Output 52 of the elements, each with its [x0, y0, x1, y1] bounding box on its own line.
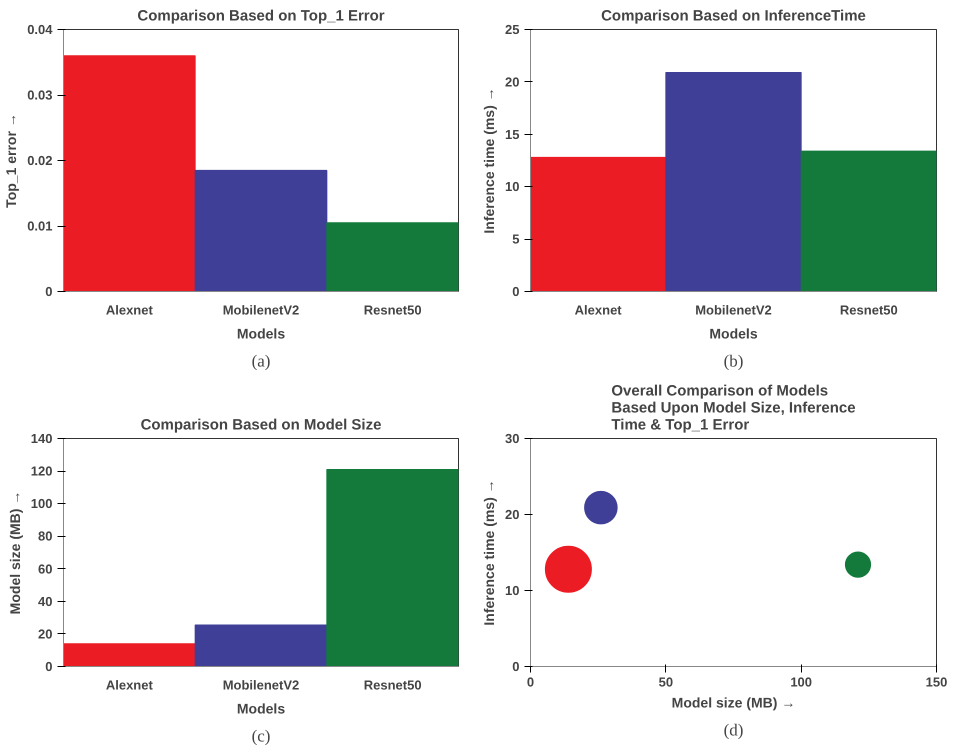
x-tick-label: Alexnet — [106, 302, 154, 318]
x-tick-label: 50 — [658, 674, 674, 690]
x-axis-title: Models — [709, 326, 758, 342]
x-tick-label: Resnet50 — [364, 678, 422, 692]
y-tick-label: 120 — [30, 464, 53, 479]
y-axis-title: Model size (MB) → — [6, 490, 23, 614]
y-tick-label: 0 — [512, 284, 520, 299]
text: (d) — [724, 720, 744, 740]
x-tick-label: MobilenetV2 — [222, 678, 300, 692]
y-axis-title: Inference time (ms) → — [481, 87, 498, 234]
y-axis-title: Top_1 error → — [3, 113, 20, 208]
y-tick-label: 80 — [38, 528, 53, 544]
y-tick-label: 0.01 — [27, 218, 53, 234]
x-tick-label: Alexnet — [574, 302, 622, 318]
chart-title: Comparison Based on InferenceTime — [601, 8, 866, 24]
y-axis-title: Inference time (ms) → — [481, 479, 498, 626]
y-tick-label: 0 — [45, 284, 53, 299]
y-tick-label: 5 — [512, 232, 520, 247]
x-tick-label: 150 — [926, 674, 948, 690]
chart-title: Overall Comparison of Models Based Upon Model Size, Inference Time & Top_1 Error — [611, 382, 856, 434]
x-axis-title: Models — [236, 700, 286, 716]
x-tick-label: MobilenetV2 — [222, 302, 300, 318]
y-tick-label: 10 — [505, 583, 520, 598]
x-axis-title: Model size (MB) → — [672, 694, 796, 710]
chart-title: Comparison Based on Model Size — [140, 416, 382, 434]
x-tick-label: Resnet50 — [364, 302, 422, 318]
x-tick-label: 0 — [526, 674, 534, 690]
y-tick-label: 0.02 — [27, 153, 53, 168]
y-tick-label: 60 — [38, 561, 53, 576]
y-tick-label: 0 — [45, 659, 53, 674]
x-axis-title: Models — [236, 326, 286, 342]
x-tick-label: Alexnet — [106, 678, 154, 692]
y-tick-label: 25 — [505, 22, 520, 37]
y-tick-label: 0 — [512, 659, 520, 674]
text: (c) — [252, 726, 270, 746]
y-tick-label: 10 — [505, 179, 520, 194]
y-tick-label: 30 — [505, 431, 520, 446]
x-tick-label: Resnet50 — [840, 302, 898, 318]
y-tick-label: 100 — [30, 496, 53, 512]
text: (a) — [252, 352, 270, 370]
text: (b) — [724, 352, 744, 370]
y-tick-label: 15 — [505, 126, 520, 142]
x-tick-label: MobilenetV2 — [695, 302, 772, 318]
y-tick-label: 20 — [505, 74, 520, 90]
y-tick-label: 0.03 — [27, 88, 53, 102]
x-tick-label: 100 — [790, 674, 812, 690]
chart-title: Comparison Based on Top_1 Error — [137, 8, 385, 24]
y-tick-label: 0.04 — [27, 22, 54, 37]
y-tick-label: 40 — [38, 594, 53, 609]
y-tick-label: 20 — [505, 507, 520, 522]
y-tick-label: 20 — [38, 626, 53, 642]
y-tick-label: 140 — [30, 431, 53, 446]
